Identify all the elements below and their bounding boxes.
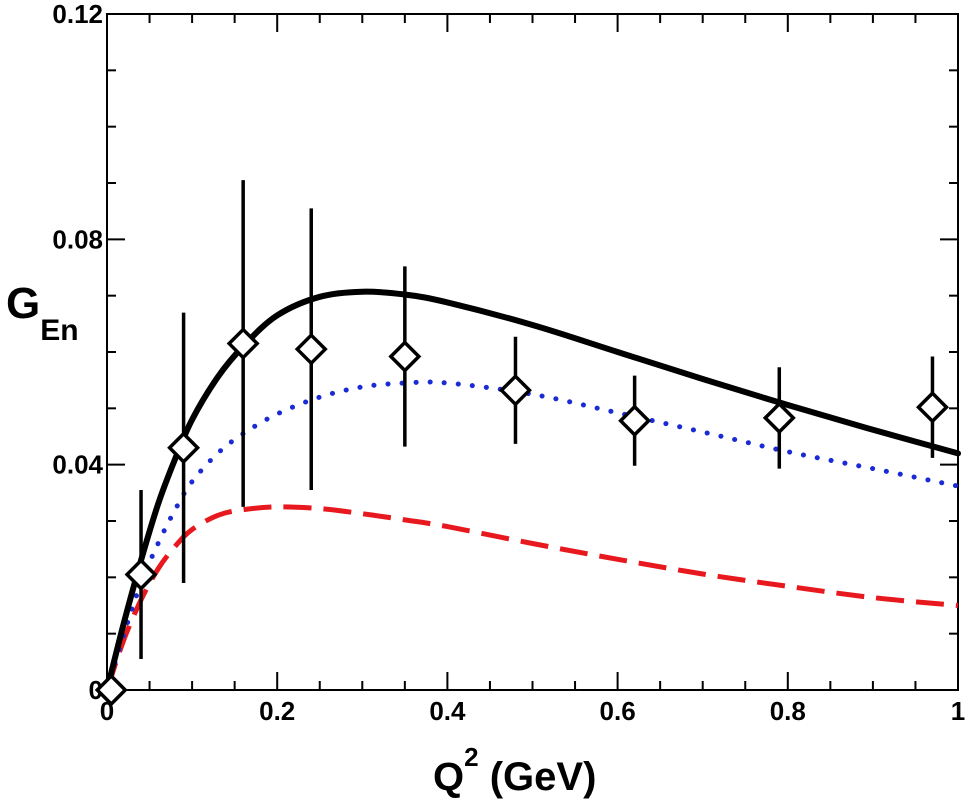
y-axis-title-main: G [6,279,40,328]
x-tick-label: 0.6 [600,696,636,726]
x-axis-title: Q2 (GeV) [433,742,596,799]
y-axis-title-sub: En [40,314,78,347]
curves [104,288,961,693]
data-point-diamond [226,327,260,361]
tick-labels: 00.20.40.60.8100.040.080.12 [52,0,965,726]
x-tick-label: 0.4 [429,696,466,726]
y-tick-label: 0.08 [52,224,103,254]
error-bars [139,180,935,660]
x-axis-title-rest: (GeV) [479,755,597,799]
data-point-diamond [915,390,949,424]
x-tick-label: 0.2 [259,696,295,726]
data-point-diamond [124,558,158,591]
data-point-diamond [294,332,328,366]
data-point-diamond [167,431,201,465]
data-point-diamond [499,373,532,407]
series-line-solid [104,288,961,693]
y-tick-label: 0.12 [52,0,103,29]
ticks [106,13,959,691]
x-axis-title-main: Q [433,755,464,799]
data-point-diamond [762,401,796,435]
data-point-diamond [618,404,652,438]
x-axis-title-sup: 2 [464,742,478,772]
y-tick-label: 0.04 [52,450,103,480]
data-point-diamond [388,340,422,373]
x-tick-label: 1 [951,696,965,726]
y-axis-title: GEn [6,279,79,347]
series-line-dotted [104,379,961,693]
x-tick-label: 0.8 [770,696,806,726]
series-line-dashed [104,504,959,691]
data-markers [94,327,949,707]
data-point-diamond [94,673,128,707]
